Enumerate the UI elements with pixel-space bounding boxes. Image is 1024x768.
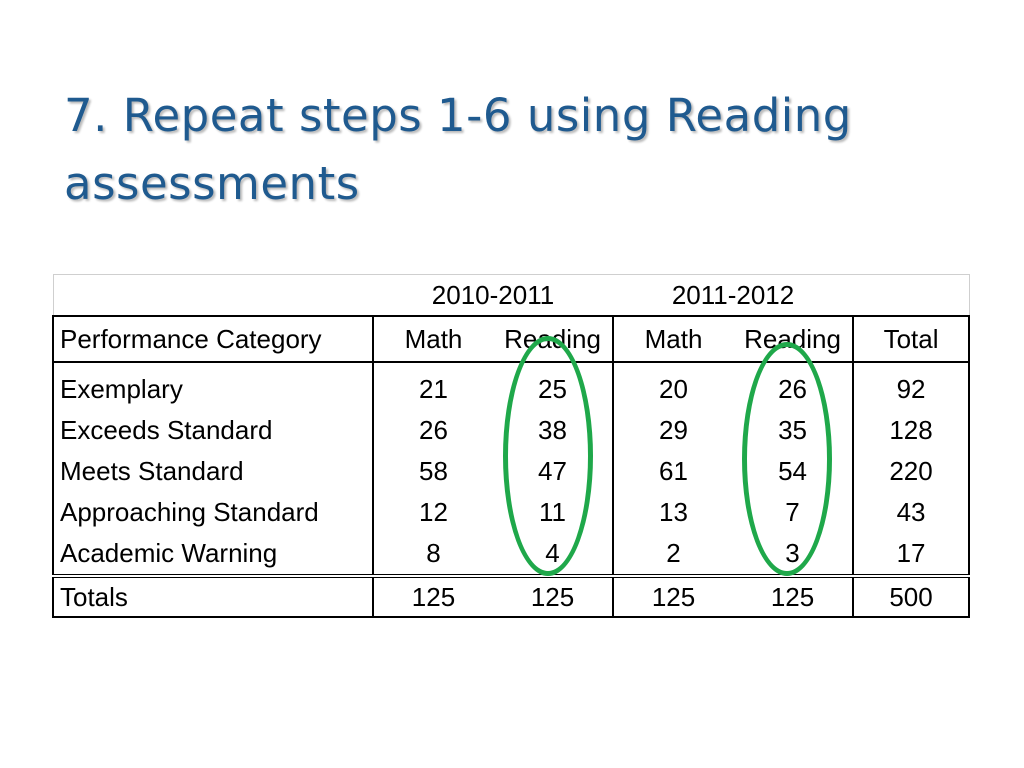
row-category: Exemplary	[52, 362, 374, 410]
cell-math-2010: 26	[419, 415, 448, 445]
total-reading-2010: 125	[493, 574, 615, 618]
table-row: Approaching Standard 12 11 13 7 43	[52, 492, 971, 533]
row-category: Academic Warning	[52, 533, 374, 576]
cell-math-2010: 58	[419, 456, 448, 486]
header-performance-category: Performance Category	[52, 315, 374, 363]
cell-total: 92	[853, 362, 971, 410]
slide-title-line-2: assessments	[64, 157, 360, 210]
cell-math-2011: 61	[659, 456, 688, 486]
performance-table: 2010-2011 2011-2012 Performance Category…	[52, 274, 971, 618]
cell-math-2011: 13	[659, 497, 688, 527]
year-2011-2012: 2011-2012	[613, 274, 854, 316]
table-row: Exceeds Standard 26 38 29 35 128	[52, 410, 971, 451]
totals-row: Totals 125 125 125 125 500	[52, 574, 971, 618]
row-category: Exceeds Standard	[52, 410, 374, 451]
empty-cell	[52, 274, 373, 317]
total-math-2010: 125	[373, 574, 493, 618]
header-reading-2010: Reading	[493, 315, 615, 363]
slide-title: 7. Repeat steps 1-6 using Reading assess…	[64, 82, 1014, 218]
cell-reading-2010: 38	[493, 410, 615, 451]
header-math-2010: Math	[373, 315, 493, 363]
slide-title-line-1: 7. Repeat steps 1-6 using Reading	[64, 89, 852, 142]
cell-total: 43	[853, 492, 971, 533]
table-row: Exemplary 21 25 20 26 92	[52, 362, 971, 410]
empty-cell	[853, 274, 970, 317]
header-total: Total	[853, 315, 971, 363]
cell-reading-2011: 7	[733, 492, 855, 533]
cell-math-2010: 8	[426, 538, 441, 568]
header-reading-2011: Reading	[733, 315, 855, 363]
cell-reading-2011: 3	[733, 533, 855, 576]
year-header-row: 2010-2011 2011-2012	[52, 274, 970, 317]
row-category: Meets Standard	[52, 451, 374, 492]
cell-reading-2010: 4	[493, 533, 615, 576]
cell-reading-2010: 11	[493, 492, 615, 533]
performance-table-container: 2010-2011 2011-2012 Performance Category…	[52, 274, 971, 618]
total-reading-2011: 125	[733, 574, 855, 618]
year-2010-2011: 2010-2011	[373, 274, 614, 316]
table-row: Meets Standard 58 47 61 54 220	[52, 451, 971, 492]
cell-total: 220	[853, 451, 971, 492]
cell-reading-2011: 26	[733, 362, 855, 410]
cell-reading-2010: 47	[493, 451, 615, 492]
grand-total: 500	[853, 574, 971, 618]
cell-total: 17	[853, 533, 971, 576]
totals-label: Totals	[52, 574, 374, 618]
total-math-2011: 125	[613, 574, 734, 618]
column-header-row: Performance Category Math Reading Math R…	[52, 315, 971, 363]
header-math-2011: Math	[613, 315, 734, 363]
cell-math-2011: 20	[659, 374, 688, 404]
cell-total: 128	[853, 410, 971, 451]
cell-reading-2011: 35	[733, 410, 855, 451]
cell-math-2011: 29	[659, 415, 688, 445]
cell-reading-2011: 54	[733, 451, 855, 492]
row-category: Approaching Standard	[52, 492, 374, 533]
cell-math-2011: 2	[666, 538, 681, 568]
cell-math-2010: 21	[419, 374, 448, 404]
table-row: Academic Warning 8 4 2 3 17	[52, 533, 971, 576]
cell-reading-2010: 25	[493, 362, 615, 410]
cell-math-2010: 12	[419, 497, 448, 527]
